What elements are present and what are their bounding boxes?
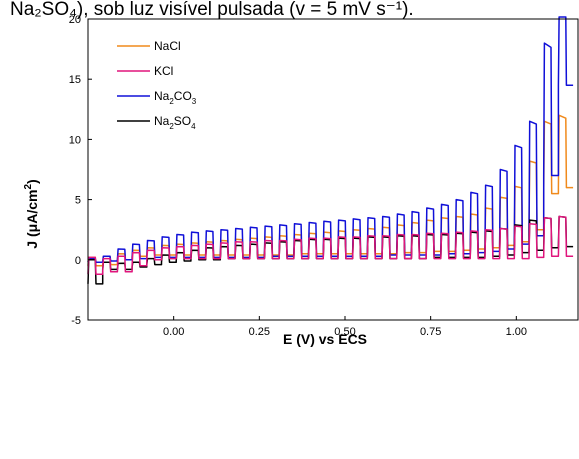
legend-label-na2co3: Na2CO3: [154, 89, 197, 106]
legend-label-na2so4-sub2: 4: [191, 122, 196, 131]
y-axis-label-sup: 2: [23, 184, 34, 190]
figure-caption: Na₂SO₄), sob luz visível pulsada (v = 5 …: [10, 0, 414, 20]
x-axis-label: E (V) vs ECS: [283, 331, 367, 347]
y-tick-label: 0: [75, 255, 81, 267]
legend-item-nacl: NaCl: [117, 39, 181, 53]
legend-label-na2co3-sub1: 2: [169, 97, 174, 106]
y-tick-label: 20: [69, 14, 81, 26]
series-layer: [87, 16, 574, 285]
y-axis-label-close: ): [24, 179, 40, 184]
y-tick-label: 10: [69, 134, 81, 146]
y-axis: -5 0 5 10 15 20: [69, 14, 92, 327]
x-tick-label: 1.00: [506, 326, 527, 338]
legend-label-nacl: NaCl: [154, 39, 181, 53]
legend-label-na2so4-mid: SO: [174, 114, 191, 128]
x-tick-label: 0.50: [334, 326, 355, 338]
legend-item-na2co3: Na2CO3: [117, 89, 197, 106]
plot-frame: [87, 18, 579, 321]
legend-label-na2co3-base: Na: [154, 89, 170, 103]
legend-label-nacl-text: NaCl: [154, 39, 181, 53]
legend-label-kcl-text: KCl: [154, 64, 173, 78]
y-tick-label: -5: [71, 315, 81, 327]
legend-label-na2co3-mid: CO: [174, 89, 192, 103]
y-axis-label: J (μA/cm2): [23, 179, 40, 248]
x-tick-label: 0.75: [420, 326, 441, 338]
legend-label-kcl: KCl: [154, 64, 173, 78]
series-line-na2co3: [87, 16, 574, 263]
legend-item-na2so4: Na2SO4: [117, 114, 196, 131]
y-axis-label-main: J (μA/cm: [24, 190, 40, 249]
series-line-kcl: [87, 215, 574, 275]
x-axis: 0.00 0.25 0.50 0.75 1.00: [163, 316, 527, 338]
legend-label-na2so4: Na2SO4: [154, 114, 196, 131]
legend-label-na2co3-sub2: 3: [192, 97, 197, 106]
legend: NaCl KCl Na2CO3 Na2SO4: [117, 39, 197, 131]
legend-label-na2so4-base: Na: [154, 114, 170, 128]
legend-label-na2so4-sub1: 2: [169, 122, 174, 131]
x-tick-label: 0.25: [249, 326, 270, 338]
legend-item-kcl: KCl: [117, 64, 173, 78]
y-tick-label: 5: [75, 195, 81, 207]
y-tick-label: 15: [69, 74, 81, 86]
x-tick-label: 0.00: [163, 326, 184, 338]
